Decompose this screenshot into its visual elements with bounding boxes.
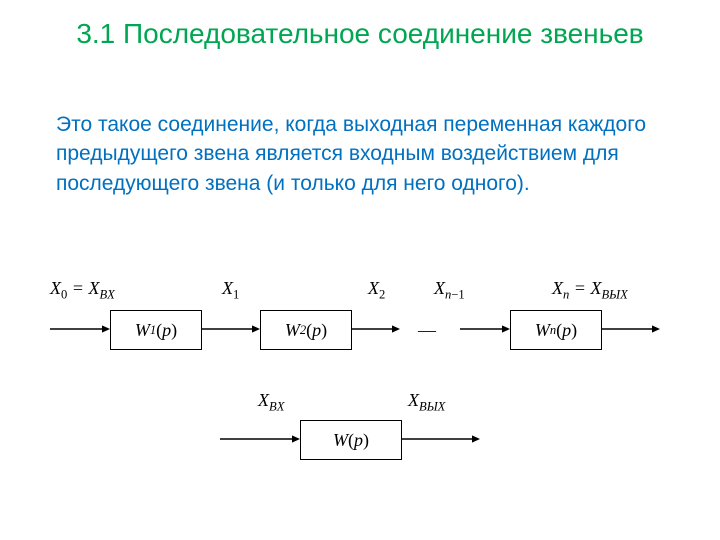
block-diagram: W1(p)W2(p)Wn(p)X0 = XBXX1X2Xn−1Xn = XBЫX… — [50, 270, 670, 510]
arrow — [50, 270, 670, 510]
slide-title: 3.1 Последовательное соединение звеньев — [0, 16, 720, 51]
equiv-signal-label-0: XBX — [258, 390, 284, 415]
slide: 3.1 Последовательное соединение звеньев … — [0, 0, 720, 540]
block-w-equiv: W (p) — [300, 420, 402, 460]
equiv-signal-label-1: XBЫX — [408, 390, 445, 415]
body-text: Это такое соединение, когда выходная пер… — [56, 110, 656, 198]
